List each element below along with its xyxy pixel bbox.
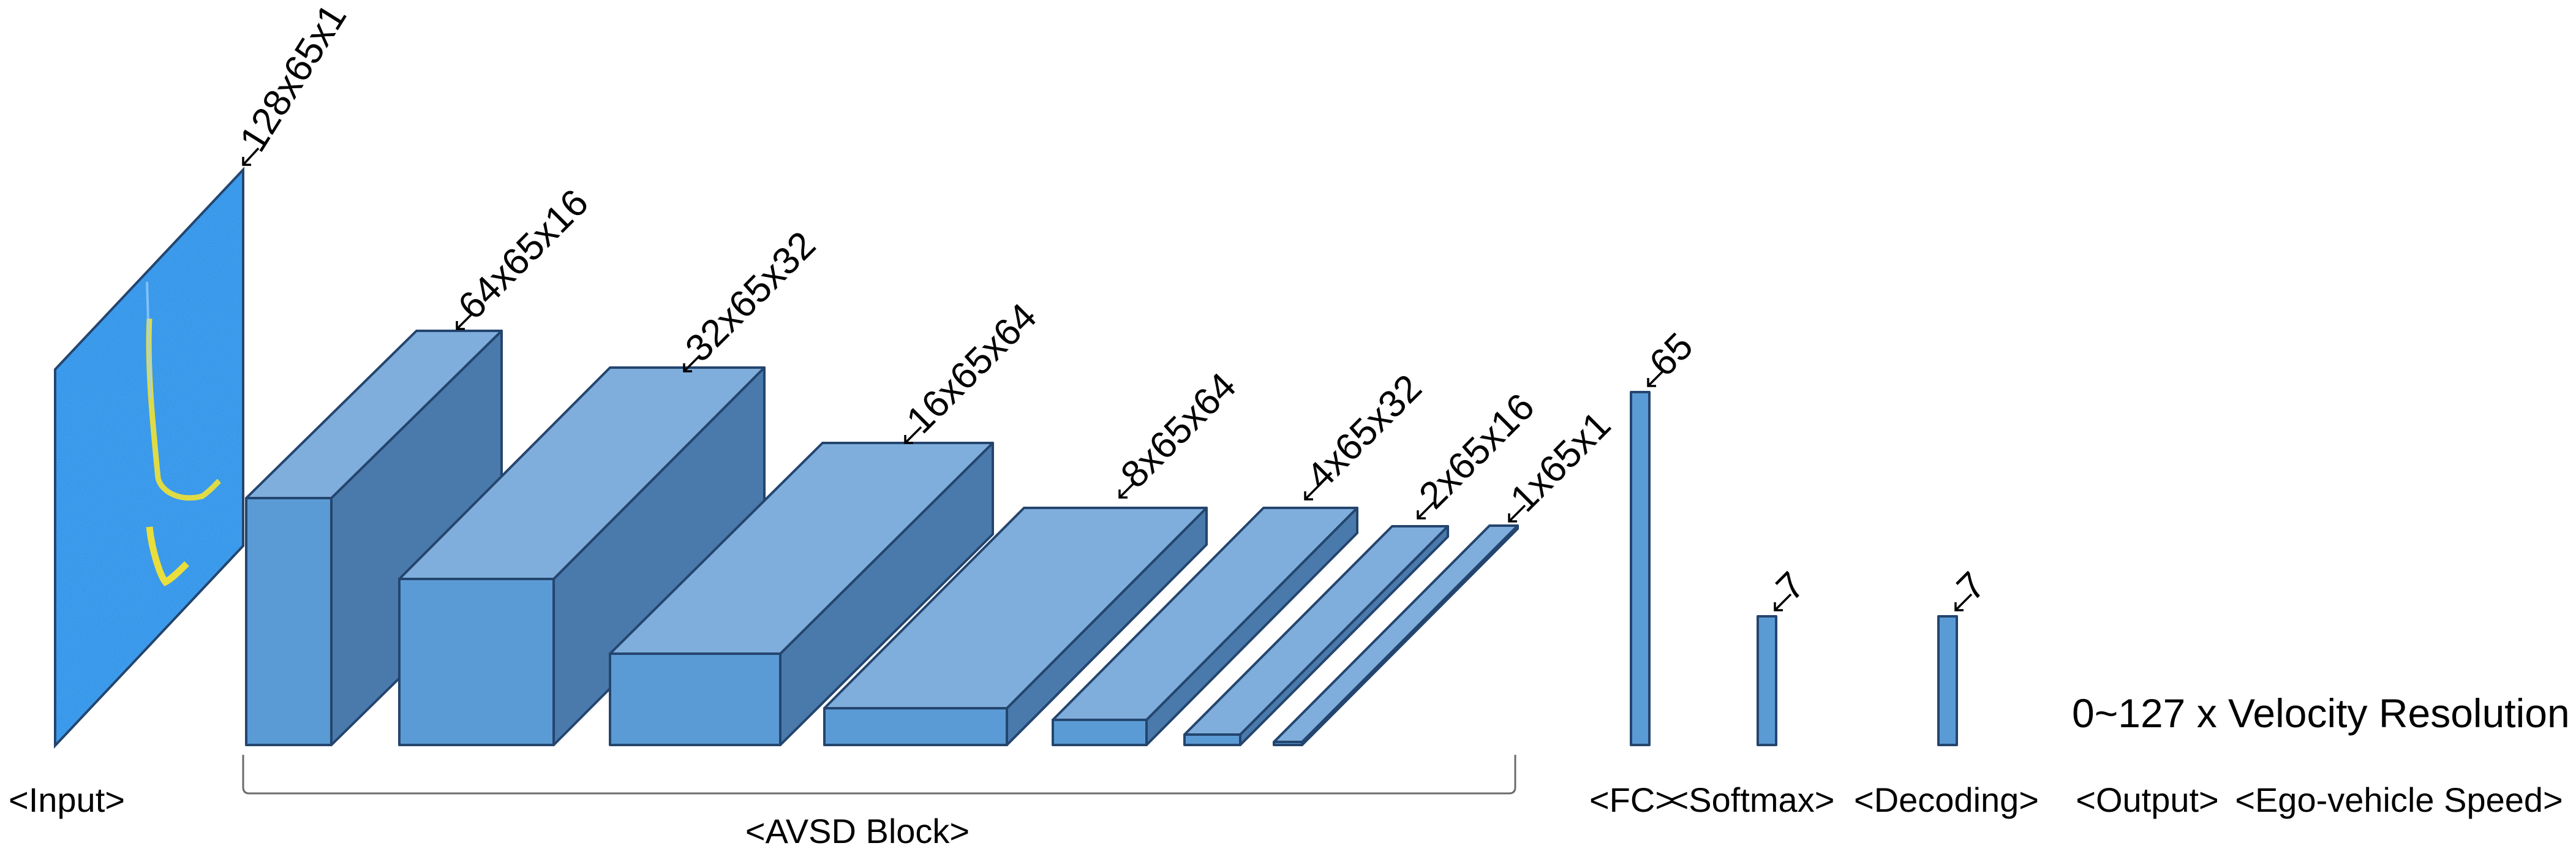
block-dims: 4x65x32 (1298, 366, 1430, 498)
softmax-bar (1757, 615, 1777, 746)
dims-arrowhead (904, 435, 913, 444)
input-spectrogram-texture (55, 170, 243, 746)
dims-arrowhead (683, 363, 692, 372)
softmax-bar-group: 7 (1757, 564, 1813, 746)
output-value: 0~127 x Velocity Resolution (2072, 690, 2570, 736)
block-front-face (398, 578, 555, 746)
dims-arrow (1647, 369, 1665, 387)
decoding-bar-group: 7 (1937, 564, 1994, 746)
block-dims: 32x65x32 (677, 224, 824, 370)
avsd-block-label: <AVSD Block> (745, 812, 970, 850)
block-front-face (609, 652, 781, 746)
input-spectrogram (54, 166, 244, 749)
dims-arrow (1774, 593, 1792, 611)
block-front-face (1273, 741, 1303, 746)
fc-bar (1630, 391, 1651, 746)
input-label: <Input> (9, 781, 125, 819)
dims-arrowhead (1304, 491, 1313, 501)
dims-arrow (456, 312, 474, 330)
dims-arrow (1954, 593, 1973, 611)
dims-arrow (1118, 480, 1137, 499)
input-signal-trace-lower (146, 526, 189, 586)
input-dims-annotation: 128x65x1 (232, 0, 355, 166)
output-label: <Output> (2076, 781, 2219, 819)
dims-arrowhead (1508, 513, 1517, 523)
output-bars: 65 7 7 (1630, 325, 1994, 746)
dims-arrowhead (456, 321, 465, 330)
block-front-face (1183, 733, 1241, 746)
dims-arrow (904, 426, 922, 444)
dims-arrowhead (1417, 510, 1426, 520)
softmax-label: <Softmax> (1669, 781, 1835, 819)
decoding-label: <Decoding> (1854, 781, 2039, 819)
block-front-face (1052, 719, 1148, 746)
fc-bar-group: 65 (1630, 325, 1701, 746)
block-dims: 16x65x64 (898, 295, 1045, 442)
block-front-face (823, 707, 1008, 746)
dims-arrowhead (1118, 490, 1128, 499)
dims-arrow (1417, 501, 1435, 520)
block-front-face (245, 497, 333, 746)
input-signal-faint (146, 281, 152, 399)
block-dims: 64x65x16 (450, 181, 597, 328)
fc-label: <FC> (1589, 781, 1675, 819)
input-dims: 128x65x1 (232, 0, 355, 159)
avsd-blocks: 64x65x16 32x65x32 16x65x64 8x65x64 4x65x322x… (245, 181, 1619, 746)
dims-arrowhead (1954, 602, 1964, 611)
decoding-bar (1937, 615, 1958, 746)
dims-arrowhead (1647, 378, 1656, 387)
ego-vehicle-speed-label: <Ego-vehicle Speed> (2235, 781, 2563, 819)
dims-arrow (1508, 504, 1526, 523)
dims-arrowhead (1774, 602, 1783, 611)
decoding-dims: 7 (1949, 564, 1994, 609)
softmax-dims: 7 (1768, 564, 1813, 609)
avsd-block-brace (242, 755, 1516, 795)
dims-arrow (1304, 482, 1322, 501)
dims-arrow (683, 354, 701, 372)
fc-dims: 65 (1641, 325, 1701, 385)
block-dims: 8x65x64 (1113, 365, 1245, 496)
